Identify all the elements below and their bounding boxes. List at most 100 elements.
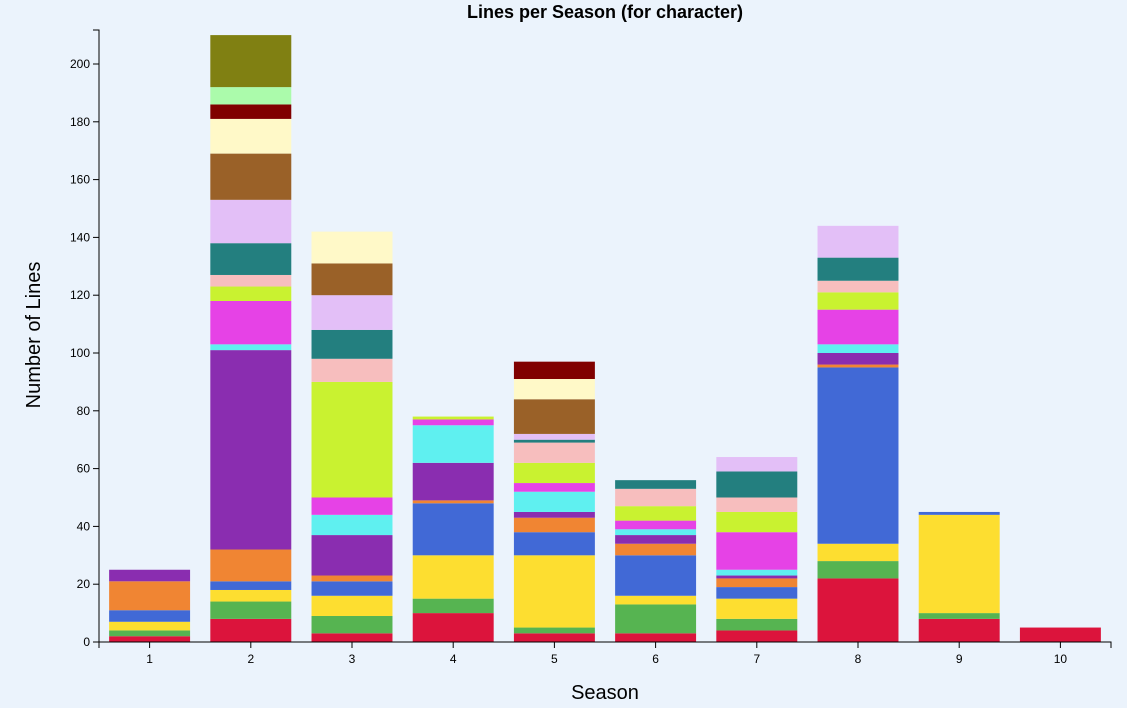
bar-segment-season-4-series-6: [412, 462, 494, 501]
bar-segment-season-5-series-5: [513, 517, 595, 533]
x-tick-label: 6: [652, 652, 659, 666]
y-axis-label: Number of Lines: [23, 262, 45, 409]
bar-segment-season-3-series-5: [311, 575, 393, 582]
bar-segment-season-2-series-5: [210, 549, 292, 582]
bar-segment-season-8-series-4: [817, 367, 899, 544]
bar-segment-season-2-series-10: [210, 274, 292, 287]
bar-segment-season-2-series-1: [210, 618, 292, 642]
bar-segment-season-7-series-8: [716, 532, 798, 570]
bar-segment-season-2-series-13: [210, 153, 292, 200]
bar-segment-season-3-series-11: [311, 329, 393, 359]
bar-segment-season-3-series-2: [311, 615, 393, 634]
y-tick-label: 80: [77, 404, 91, 418]
bar-segment-season-9-series-1: [918, 618, 1000, 642]
bar-segment-season-6-series-11: [615, 480, 697, 489]
y-tick-label: 200: [70, 57, 90, 71]
y-tick-label: 0: [83, 635, 90, 649]
bar-segment-season-9-series-4: [918, 511, 1000, 515]
bar-segment-season-4-series-5: [412, 500, 494, 504]
bar-segment-season-5-series-8: [513, 483, 595, 492]
bar-segment-season-1-series-3: [109, 621, 191, 631]
bar-segment-season-4-series-9: [412, 416, 494, 420]
x-tick-label: 4: [450, 652, 457, 666]
x-axis: 1 2 3 4 5 6 7 8 9 10: [98, 641, 1112, 666]
bar-segment-season-7-series-3: [716, 598, 798, 619]
y-tick-label: 120: [70, 288, 90, 302]
bar-segment-season-8-series-2: [817, 561, 899, 579]
bar-segment-season-6-series-4: [615, 555, 697, 596]
bar-segment-season-2-series-4: [210, 581, 292, 590]
bar-segment-season-3-series-1: [311, 633, 393, 642]
bar-segment-season-6-series-8: [615, 520, 697, 530]
bar-segment-season-3-series-7: [311, 514, 393, 536]
bar-segment-season-6-series-1: [615, 633, 697, 642]
bar-segment-season-6-series-5: [615, 543, 697, 556]
bar-segment-season-5-series-2: [513, 627, 595, 634]
y-axis: 0 20 40 60 80 100 120 140 160 180 200: [70, 29, 100, 649]
bar-segment-season-2-series-8: [210, 300, 292, 345]
x-tick-label: 2: [247, 652, 254, 666]
bar-segment-season-2-series-9: [210, 286, 292, 301]
bar-segment-season-4-series-7: [412, 425, 494, 463]
y-tick-label: 40: [77, 519, 91, 533]
bar-segment-season-5-series-15: [513, 361, 595, 380]
bar-segment-season-2-series-15: [210, 104, 292, 119]
x-axis-label: Season: [571, 682, 639, 704]
bar-segment-season-9-series-2: [918, 613, 1000, 619]
bar-segment-season-2-series-3: [210, 589, 292, 602]
bar-segment-season-8-series-1: [817, 578, 899, 642]
bar-segment-season-5-series-10: [513, 442, 595, 463]
bar-segment-season-7-series-10: [716, 497, 798, 512]
x-tick-label: 1: [146, 652, 153, 666]
bar-segment-season-1-series-1: [109, 636, 191, 642]
bar-segment-season-3-series-14: [311, 231, 393, 264]
bar-segment-season-3-series-10: [311, 358, 393, 382]
bar-segment-season-2-series-16: [210, 87, 292, 105]
y-tick-label: 140: [70, 230, 90, 244]
bar-segment-season-3-series-4: [311, 581, 393, 596]
bar-segment-season-2-series-6: [210, 350, 292, 550]
bar-segment-season-4-series-2: [412, 598, 494, 614]
bar-segment-season-4-series-8: [412, 419, 494, 426]
bar-segment-season-2-series-11: [210, 243, 292, 275]
bar-segment-season-1-series-6: [109, 569, 191, 582]
bar-segment-season-7-series-1: [716, 630, 798, 642]
bar-segment-season-8-series-3: [817, 543, 899, 562]
bar-segment-season-8-series-10: [817, 280, 899, 293]
x-tick-label: 9: [956, 652, 963, 666]
bar-segment-season-5-series-3: [513, 555, 595, 628]
bar-segment-season-5-series-9: [513, 462, 595, 484]
bar-segment-season-2-series-7: [210, 344, 292, 351]
bar-segment-season-5-series-1: [513, 633, 595, 642]
bar-segment-season-3-series-12: [311, 295, 393, 330]
bar-segment-season-6-series-7: [615, 529, 697, 536]
bar-segment-season-3-series-9: [311, 381, 393, 498]
bar-segment-season-7-series-5: [716, 578, 798, 588]
bar-segment-season-6-series-2: [615, 604, 697, 634]
bar-segment-season-3-series-3: [311, 595, 393, 616]
bar-segment-season-2-series-2: [210, 601, 292, 619]
bar-segment-season-1-series-2: [109, 630, 191, 637]
x-tick-label: 7: [753, 652, 760, 666]
bar-segment-season-5-series-7: [513, 491, 595, 512]
bar-segment-season-4-series-4: [412, 503, 494, 556]
y-tick-label: 60: [77, 462, 91, 476]
bar-segment-season-8-series-12: [817, 225, 899, 258]
bar-segment-season-8-series-11: [817, 257, 899, 281]
bar-segment-season-4-series-3: [412, 555, 494, 599]
x-tick-label: 5: [551, 652, 558, 666]
bar-segment-season-6-series-3: [615, 595, 697, 605]
chart-title: Lines per Season (for character): [467, 2, 743, 22]
bar-segment-season-3-series-6: [311, 535, 393, 576]
bar-segment-season-5-series-6: [513, 511, 595, 518]
bar-segment-season-7-series-2: [716, 618, 798, 631]
bar-segment-season-8-series-6: [817, 353, 899, 365]
bar-segment-season-6-series-9: [615, 506, 697, 521]
bar-segment-season-7-series-11: [716, 471, 798, 498]
bar-segment-season-2-series-14: [210, 118, 292, 154]
bar-segment-season-2-series-17: [210, 35, 292, 88]
bar-segment-season-6-series-6: [615, 535, 697, 544]
y-tick-label: 160: [70, 173, 90, 187]
bar-segment-season-6-series-10: [615, 488, 697, 507]
